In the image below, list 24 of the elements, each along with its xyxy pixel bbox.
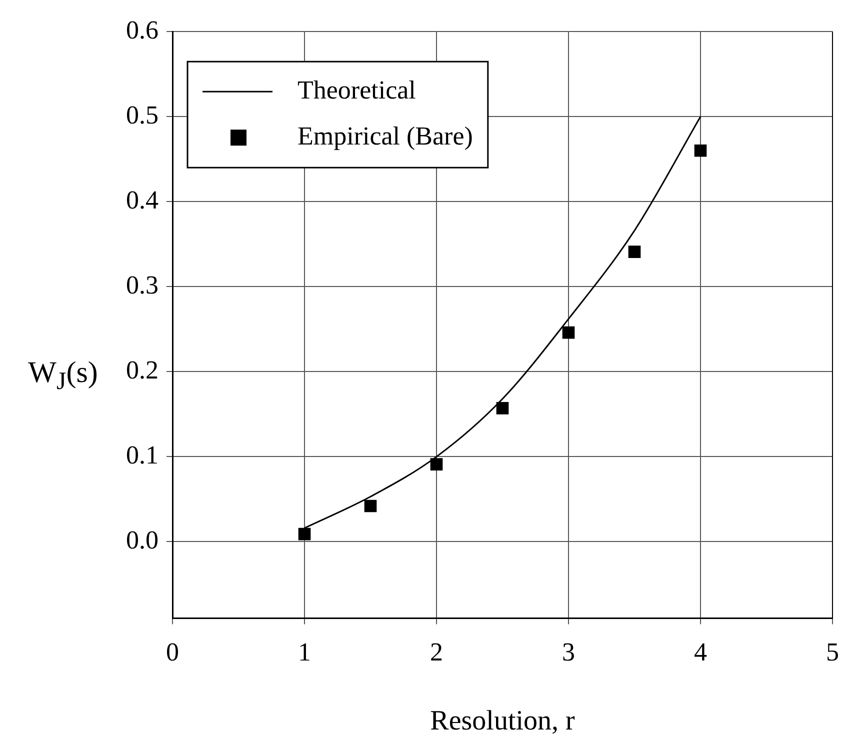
point: [628, 246, 641, 258]
point: [694, 144, 707, 157]
y-tick-label: 0.5: [126, 100, 158, 130]
y-tick-label: 0.0: [126, 526, 158, 555]
point: [496, 402, 509, 414]
x-tick-label: 2: [430, 638, 443, 667]
point: [562, 326, 575, 339]
point: [298, 528, 311, 540]
point: [430, 458, 443, 470]
x-tick-label: 3: [562, 638, 575, 667]
y-tick-label: 0.4: [126, 185, 158, 214]
y-tick-label: 0.1: [126, 440, 158, 470]
y-axis-title: W$_{J}$(s): [27, 356, 99, 396]
y-tick-label: 0.2: [126, 355, 158, 384]
x-tick-label: 4: [694, 638, 707, 667]
y-tick-label: 0.3: [126, 270, 158, 300]
x-tick-label: 5: [826, 638, 839, 667]
y-tick-label: 0.6: [126, 15, 158, 44]
x-axis-title: Resolution, r: [430, 706, 576, 737]
x-tick-label: 0: [166, 638, 179, 667]
point: [364, 500, 377, 512]
legend-label: Empirical (Bare): [298, 121, 473, 150]
x-tick-label: 1: [298, 638, 311, 667]
legend-label: Theoretical: [298, 75, 416, 104]
